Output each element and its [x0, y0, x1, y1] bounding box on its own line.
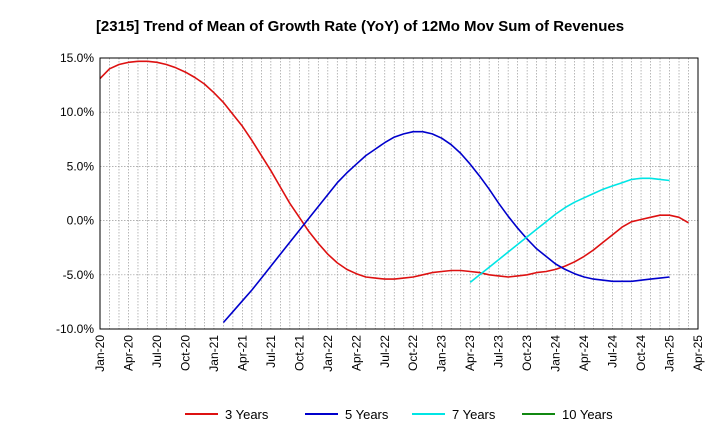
- gridlines: [100, 58, 698, 329]
- x-tick-label: Oct-21: [292, 335, 306, 371]
- x-axis-ticks: Jan-20 Apr-20 Jul-20 Oct-20 Jan-21 Apr-21 Jul-…: [93, 335, 705, 372]
- x-tick-label: Apr-23: [463, 335, 477, 371]
- x-tick-label: Oct-22: [406, 335, 420, 371]
- legend: 3 Years 5 Years 7 Years 10 Years: [185, 407, 613, 422]
- x-tick-label: Jul-22: [378, 335, 392, 368]
- y-tick-label: -10.0%: [56, 322, 94, 336]
- y-tick-label: 10.0%: [60, 105, 94, 119]
- plot-area-frame: [99, 57, 699, 330]
- x-tick-label: Jan-22: [321, 335, 335, 372]
- x-tick-label: Apr-25: [691, 335, 705, 371]
- y-tick-label: -5.0%: [63, 268, 95, 282]
- x-tick-label: Jan-20: [93, 335, 107, 372]
- x-tick-label: Jul-24: [606, 335, 620, 368]
- x-tick-label: Jul-20: [150, 335, 164, 368]
- x-tick-label: Apr-24: [577, 335, 591, 371]
- series-line-7-years: [469, 177, 670, 284]
- legend-label: 5 Years: [345, 407, 389, 422]
- legend-label: 7 Years: [452, 407, 496, 422]
- y-tick-label: 15.0%: [60, 51, 94, 65]
- x-tick-label: Apr-20: [121, 335, 135, 371]
- series-lines: [99, 60, 689, 324]
- x-tick-label: Oct-23: [520, 335, 534, 371]
- x-tick-label: Jan-23: [435, 335, 449, 372]
- x-tick-label: Oct-20: [178, 335, 192, 371]
- x-tick-label: Oct-24: [634, 335, 648, 371]
- x-tick-label: Jan-25: [663, 335, 677, 372]
- y-tick-label: 0.0%: [67, 214, 95, 228]
- x-tick-label: Jan-21: [207, 335, 221, 372]
- x-tick-label: Jan-24: [549, 335, 563, 372]
- y-axis-ticks: 15.0% 10.0% 5.0% 0.0% -5.0% -10.0%: [56, 51, 94, 336]
- x-tick-label: Apr-22: [349, 335, 363, 371]
- legend-label: 10 Years: [562, 407, 613, 422]
- x-tick-label: Jul-23: [492, 335, 506, 368]
- x-tick-label: Jul-21: [264, 335, 278, 368]
- series-line-5-years: [222, 130, 670, 324]
- legend-label: 3 Years: [225, 407, 269, 422]
- series-line-3-years: [99, 60, 689, 280]
- x-tick-label: Apr-21: [235, 335, 249, 371]
- chart-title: [2315] Trend of Mean of Growth Rate (YoY…: [96, 18, 624, 35]
- y-tick-label: 5.0%: [67, 159, 95, 173]
